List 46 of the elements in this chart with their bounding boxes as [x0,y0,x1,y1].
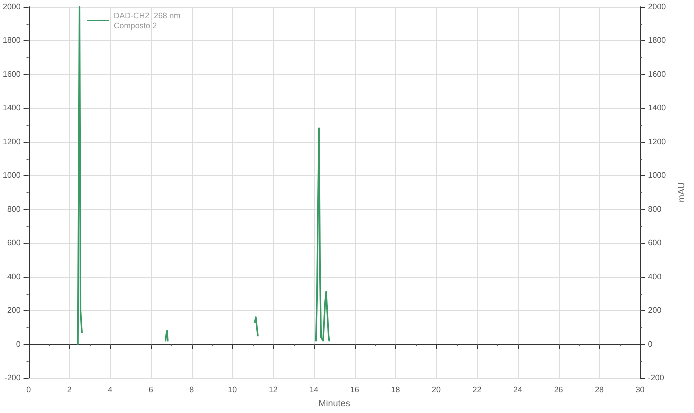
line-series [77,6,83,346]
y-tick-label: 600 [7,238,22,248]
y-tick-label: 1800 [3,36,22,46]
x-tick-label: 12 [268,386,278,395]
y2-tick-label: 2000 [648,2,667,12]
y2-tick-label: 0 [648,340,654,349]
y-tick-label: 1200 [3,137,22,146]
x-tick-label: 22 [472,386,482,395]
y2-tick-label: 1200 [648,137,667,146]
y-tick-label: 0 [16,340,22,349]
y-tick-label: 2000 [3,2,22,12]
y2-axis-title: mAU [676,182,686,203]
y2-tick-label: -200 [648,374,665,383]
y-tick-label: 800 [7,204,22,214]
x-tick-label: 24 [514,386,523,395]
line-series [254,316,259,337]
y-tick-label: 1400 [3,104,22,113]
x-tick-label: 20 [432,386,442,395]
y-tick-label: 400 [7,272,22,282]
x-tick-label: 10 [228,386,238,395]
y-tick-label: 200 [7,306,22,316]
y-tick-label: 1000 [3,171,22,180]
line-series [315,128,330,342]
y2-tick-label: 800 [648,204,662,214]
y-tick-label: 1600 [3,70,22,79]
y2-tick-label: 200 [648,306,662,316]
x-tick-label: 18 [391,386,401,395]
x-tick-label: 8 [190,386,195,395]
x-tick-label: 28 [595,386,605,395]
y2-tick-label: 1000 [648,171,667,180]
y2-tick-label: 600 [648,238,662,248]
y2-tick-label: 1800 [648,36,667,46]
y-tick-label: -200 [4,374,22,383]
y2-tick-label: 400 [648,272,662,282]
x-tick-label: 30 [636,386,646,395]
x-tick-label: 26 [554,386,564,395]
x-tick-label: 6 [148,386,154,395]
legend-label: DAD-CH2 268 nm Composto 2 [114,12,182,30]
x-tick-label: 2 [67,386,72,395]
y2-tick-label: 1400 [648,104,667,113]
x-axis-title: Minutes [318,398,351,408]
x-tick-label: 4 [108,386,114,395]
x-tick-label: 0 [26,386,32,395]
x-tick-label: 14 [310,386,320,395]
y2-tick-label: 1600 [648,70,667,79]
x-tick-label: 16 [350,386,360,395]
